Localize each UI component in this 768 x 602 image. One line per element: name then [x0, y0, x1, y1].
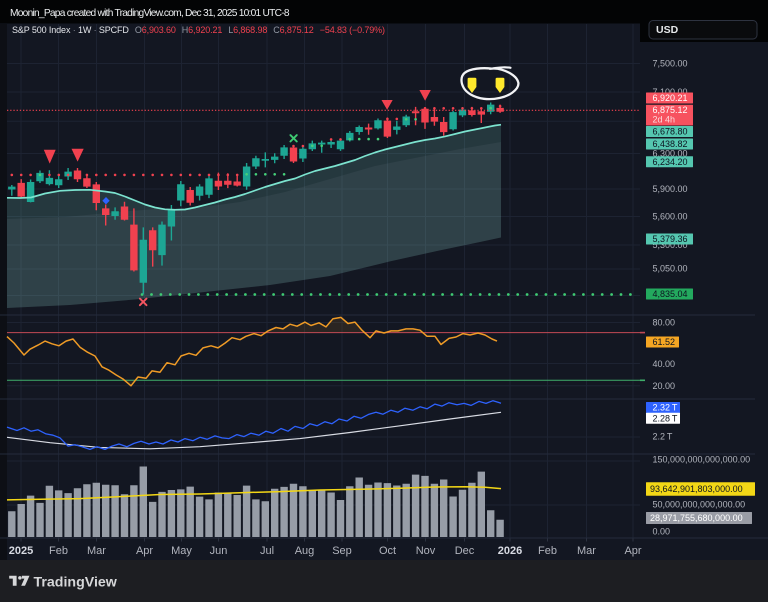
svg-text:61.52: 61.52	[653, 337, 676, 347]
svg-text:7,500.00: 7,500.00	[653, 59, 688, 69]
svg-text:5,050.00: 5,050.00	[653, 264, 688, 274]
svg-text:28,971,755,680,000.00: 28,971,755,680,000.00	[650, 513, 743, 523]
svg-text:6,678.80: 6,678.80	[653, 127, 688, 137]
svg-text:2.28 T: 2.28 T	[653, 413, 678, 423]
svg-text:TradingView: TradingView	[34, 575, 118, 591]
svg-text:Nov: Nov	[416, 545, 436, 557]
svg-text:Dec: Dec	[455, 545, 475, 557]
svg-text:USD: USD	[656, 24, 679, 36]
svg-text:5,900.00: 5,900.00	[653, 184, 688, 194]
svg-text:7,100.00: 7,100.00	[653, 87, 688, 97]
svg-text:Sep: Sep	[332, 545, 352, 557]
svg-text:Mar: Mar	[87, 545, 106, 557]
svg-text:Moonin_Papa created with Tradi: Moonin_Papa created with TradingView.com…	[10, 8, 290, 19]
svg-text:6,300.00: 6,300.00	[653, 149, 688, 159]
svg-text:Feb: Feb	[538, 545, 557, 557]
svg-text:6,875.12: 6,875.12	[653, 105, 688, 115]
svg-text:Apr: Apr	[624, 545, 641, 557]
svg-text:0.00: 0.00	[653, 527, 671, 537]
svg-text:150,000,000,000,000.00: 150,000,000,000,000.00	[653, 455, 751, 465]
svg-text:2.2 T: 2.2 T	[653, 432, 673, 442]
svg-text:5,379.36: 5,379.36	[653, 234, 688, 244]
svg-text:Oct: Oct	[379, 545, 396, 557]
svg-text:2026: 2026	[498, 545, 522, 557]
svg-text:5,300.00: 5,300.00	[653, 240, 688, 250]
svg-text:Apr: Apr	[136, 545, 153, 557]
svg-text:4,835.04: 4,835.04	[653, 289, 688, 299]
svg-text:2d 4h: 2d 4h	[653, 115, 676, 125]
svg-text:6,234.20: 6,234.20	[653, 157, 688, 167]
svg-text:Aug: Aug	[295, 545, 315, 557]
svg-text:Feb: Feb	[49, 545, 68, 557]
svg-text:93,642,901,803,000.00: 93,642,901,803,000.00	[650, 484, 743, 494]
svg-text:Jun: Jun	[210, 545, 228, 557]
svg-text:50,000,000,000,000.00: 50,000,000,000,000.00	[653, 500, 746, 510]
svg-text:5,600.00: 5,600.00	[653, 212, 688, 222]
svg-text:Mar: Mar	[577, 545, 596, 557]
svg-text:2.32 T: 2.32 T	[653, 403, 678, 413]
svg-text:2025: 2025	[9, 545, 33, 557]
svg-text:20.00: 20.00	[653, 381, 676, 391]
svg-text:6,438.82: 6,438.82	[653, 139, 688, 149]
svg-text:Jul: Jul	[260, 545, 274, 557]
svg-text:May: May	[171, 545, 192, 557]
svg-text:6,920.21: 6,920.21	[653, 93, 688, 103]
svg-text:80.00: 80.00	[653, 318, 676, 328]
svg-text:40.00: 40.00	[653, 359, 676, 369]
